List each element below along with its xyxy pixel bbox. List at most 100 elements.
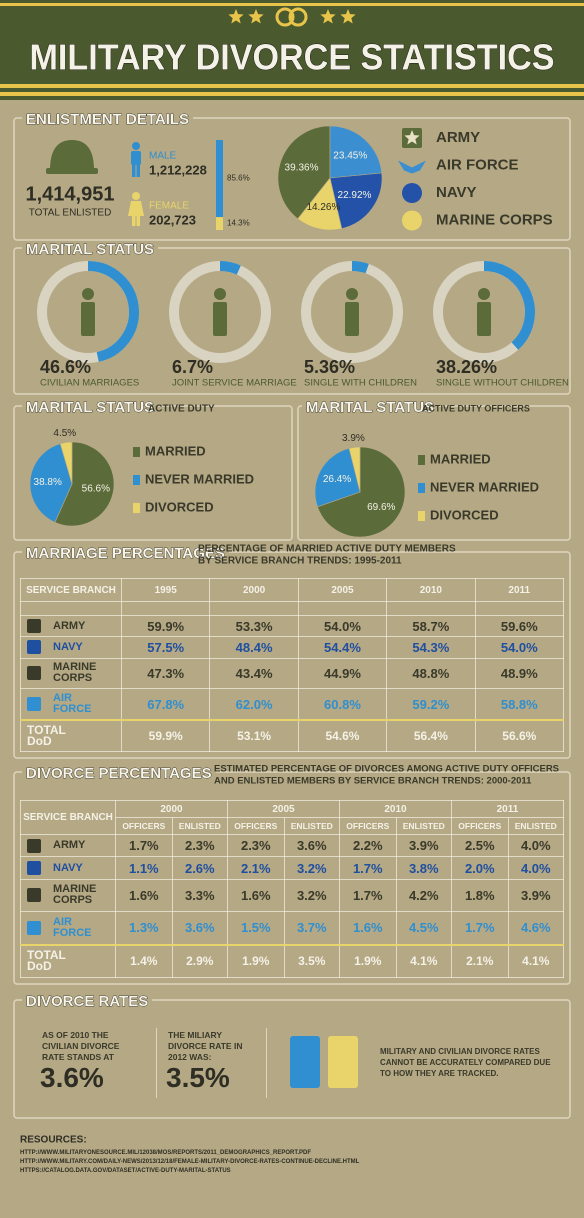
value-cell: 1.3% bbox=[115, 911, 173, 946]
value-cell: 59.9% bbox=[120, 614, 211, 638]
branch-cell: ARMY bbox=[20, 833, 116, 858]
slice-label: 23.45% bbox=[333, 150, 367, 161]
column-header: OFFICERS bbox=[338, 817, 397, 835]
branch-cell: AIR FORCE bbox=[20, 911, 116, 946]
data-row: ARMY 1.7% 2.3% 2.3% 3.6% 2.2% 3.9% 2.5% 4.0% bbox=[20, 833, 565, 858]
pie-slice bbox=[348, 446, 361, 493]
marital-value: 5.36% bbox=[304, 357, 355, 377]
donut-arc bbox=[219, 261, 241, 275]
slice-label: 22.92% bbox=[338, 190, 372, 201]
branch-icon bbox=[402, 183, 422, 203]
branch-name: AIR FORCE bbox=[53, 692, 92, 716]
section-title: MARITAL STATUS bbox=[26, 241, 154, 258]
value-cell: 2.1% bbox=[226, 856, 285, 880]
military-rate: 3.5% bbox=[166, 1062, 230, 1093]
legend-swatch bbox=[133, 475, 140, 485]
marital-label: SINGLE WITH CHILDREN bbox=[304, 378, 417, 389]
branch-icon bbox=[27, 640, 41, 655]
column-header: ENLISTED bbox=[171, 817, 228, 835]
value-cell: 2.2% bbox=[338, 833, 397, 858]
section-subtitle: BY SERVICE BRANCH TRENDS: 1995-2011 bbox=[198, 556, 402, 567]
legend-swatch bbox=[133, 503, 140, 513]
value-cell: 62.0% bbox=[209, 688, 299, 721]
resource-link: HTTPS://CATALOG.DATA.GOV/DATASET/ACTIVE-… bbox=[20, 1168, 231, 1174]
data-row: TOTAL DoD 1.4% 2.9% 1.9% 3.5% 1.9% 4.1% 2.1% 4.1… bbox=[20, 943, 565, 978]
data-row: NAVY 57.5% 48.4% 54.4% 54.3% 54.0% bbox=[20, 636, 565, 659]
branch-cell: NAVY bbox=[20, 636, 122, 659]
value-cell: 1.5% bbox=[226, 911, 285, 946]
header-row: SERVICE BRANCH 2000 2005 2010 2011 bbox=[20, 800, 565, 835]
divider bbox=[156, 1028, 157, 1098]
male-icon bbox=[131, 142, 141, 177]
military-text: THE MILIARY DIVORCE RATE IN 2012 WAS: bbox=[168, 1030, 243, 1062]
value-cell: 1.6% bbox=[226, 878, 285, 913]
couple-icon bbox=[290, 1036, 320, 1088]
branch-icon bbox=[27, 619, 41, 634]
donut-arc bbox=[351, 261, 369, 274]
share-bar bbox=[216, 140, 223, 218]
value-cell: 3.9% bbox=[395, 833, 452, 858]
column-header: ENLISTED bbox=[395, 817, 452, 835]
legend-label: NAVY bbox=[436, 184, 477, 201]
marital-value: 38.26% bbox=[436, 357, 497, 377]
value-cell: 48.8% bbox=[386, 657, 476, 690]
slice-label: 69.6% bbox=[367, 502, 395, 513]
year-header: 2011 bbox=[450, 800, 565, 818]
branch-icon bbox=[27, 697, 41, 712]
value-cell: 3.2% bbox=[283, 878, 340, 913]
male-count: 1,212,228 bbox=[149, 162, 207, 177]
pie-slice bbox=[54, 441, 115, 527]
year-header: 2000 bbox=[115, 800, 228, 818]
figure-body bbox=[345, 302, 359, 336]
marriage-table: SERVICE BRANCH 1995 2000 2005 2010 2011 ARMY 59… bbox=[20, 578, 565, 753]
branch-name: ARMY bbox=[53, 839, 86, 852]
column-header: 2000 bbox=[209, 578, 299, 602]
column-header: 2011 bbox=[474, 578, 565, 602]
slice-label: 39.36% bbox=[285, 163, 319, 174]
value-cell: 48.4% bbox=[209, 636, 299, 659]
legend-label: MARRIED bbox=[430, 451, 491, 466]
value-cell: 47.3% bbox=[120, 657, 211, 690]
header-stripe bbox=[0, 92, 584, 96]
value-cell: 4.2% bbox=[395, 878, 452, 913]
column-header: 2005 bbox=[297, 578, 388, 602]
legend-swatch bbox=[418, 455, 425, 465]
value-cell: 54.0% bbox=[474, 636, 565, 659]
value-cell: 2.3% bbox=[171, 833, 228, 858]
legend-swatch bbox=[418, 511, 425, 521]
column-header: ENLISTED bbox=[283, 817, 340, 835]
branch-name: MARINE CORPS bbox=[53, 661, 97, 685]
spacer-cell bbox=[20, 601, 122, 616]
column-header: SERVICE BRANCH bbox=[20, 800, 116, 835]
value-cell: 3.8% bbox=[395, 856, 452, 880]
female-label: FEMALE bbox=[149, 201, 189, 212]
column-header: OFFICERS bbox=[226, 817, 285, 835]
column-header: OFFICERS bbox=[450, 817, 509, 835]
value-cell: 3.7% bbox=[283, 911, 340, 946]
couple-icon bbox=[328, 1036, 358, 1088]
value-cell: 1.9% bbox=[338, 943, 397, 978]
marriage-table-wrap: SERVICE BRANCH 1995 2000 2005 2010 2011 ARMY 59… bbox=[20, 578, 565, 753]
data-row: MARINE CORPS 1.6% 3.3% 1.6% 3.2% 1.7% 4.2% 1.8%… bbox=[20, 878, 565, 913]
slice-label: 38.8% bbox=[34, 477, 62, 488]
value-cell: 2.6% bbox=[171, 856, 228, 880]
resource-link: HTTP://WWW.MILITARYONESOURCE.MIL/12038/M… bbox=[20, 1150, 312, 1156]
header-stripe bbox=[0, 84, 584, 88]
spacer-cell bbox=[386, 601, 476, 616]
spacer-cell bbox=[474, 601, 565, 616]
value-cell: 2.5% bbox=[450, 833, 509, 858]
value-cell: 4.5% bbox=[395, 911, 452, 946]
resource-link: HTTP://WWW.MILITARY.COM/DAILY-NEWS/2013/… bbox=[20, 1159, 360, 1165]
data-row: ARMY 59.9% 53.3% 54.0% 58.7% 59.6% bbox=[20, 614, 565, 638]
value-cell: 1.7% bbox=[115, 833, 173, 858]
column-header: OFFICERS bbox=[115, 817, 173, 835]
figure-head bbox=[346, 288, 358, 300]
figure-body bbox=[477, 302, 491, 336]
value-cell: 4.0% bbox=[507, 833, 565, 858]
branch-name: NAVY bbox=[53, 861, 83, 874]
value-cell: 2.0% bbox=[450, 856, 509, 880]
branch-cell: TOTAL DoD bbox=[20, 719, 122, 753]
value-cell: 2.3% bbox=[226, 833, 285, 858]
share-label: 85.6% bbox=[227, 174, 250, 183]
